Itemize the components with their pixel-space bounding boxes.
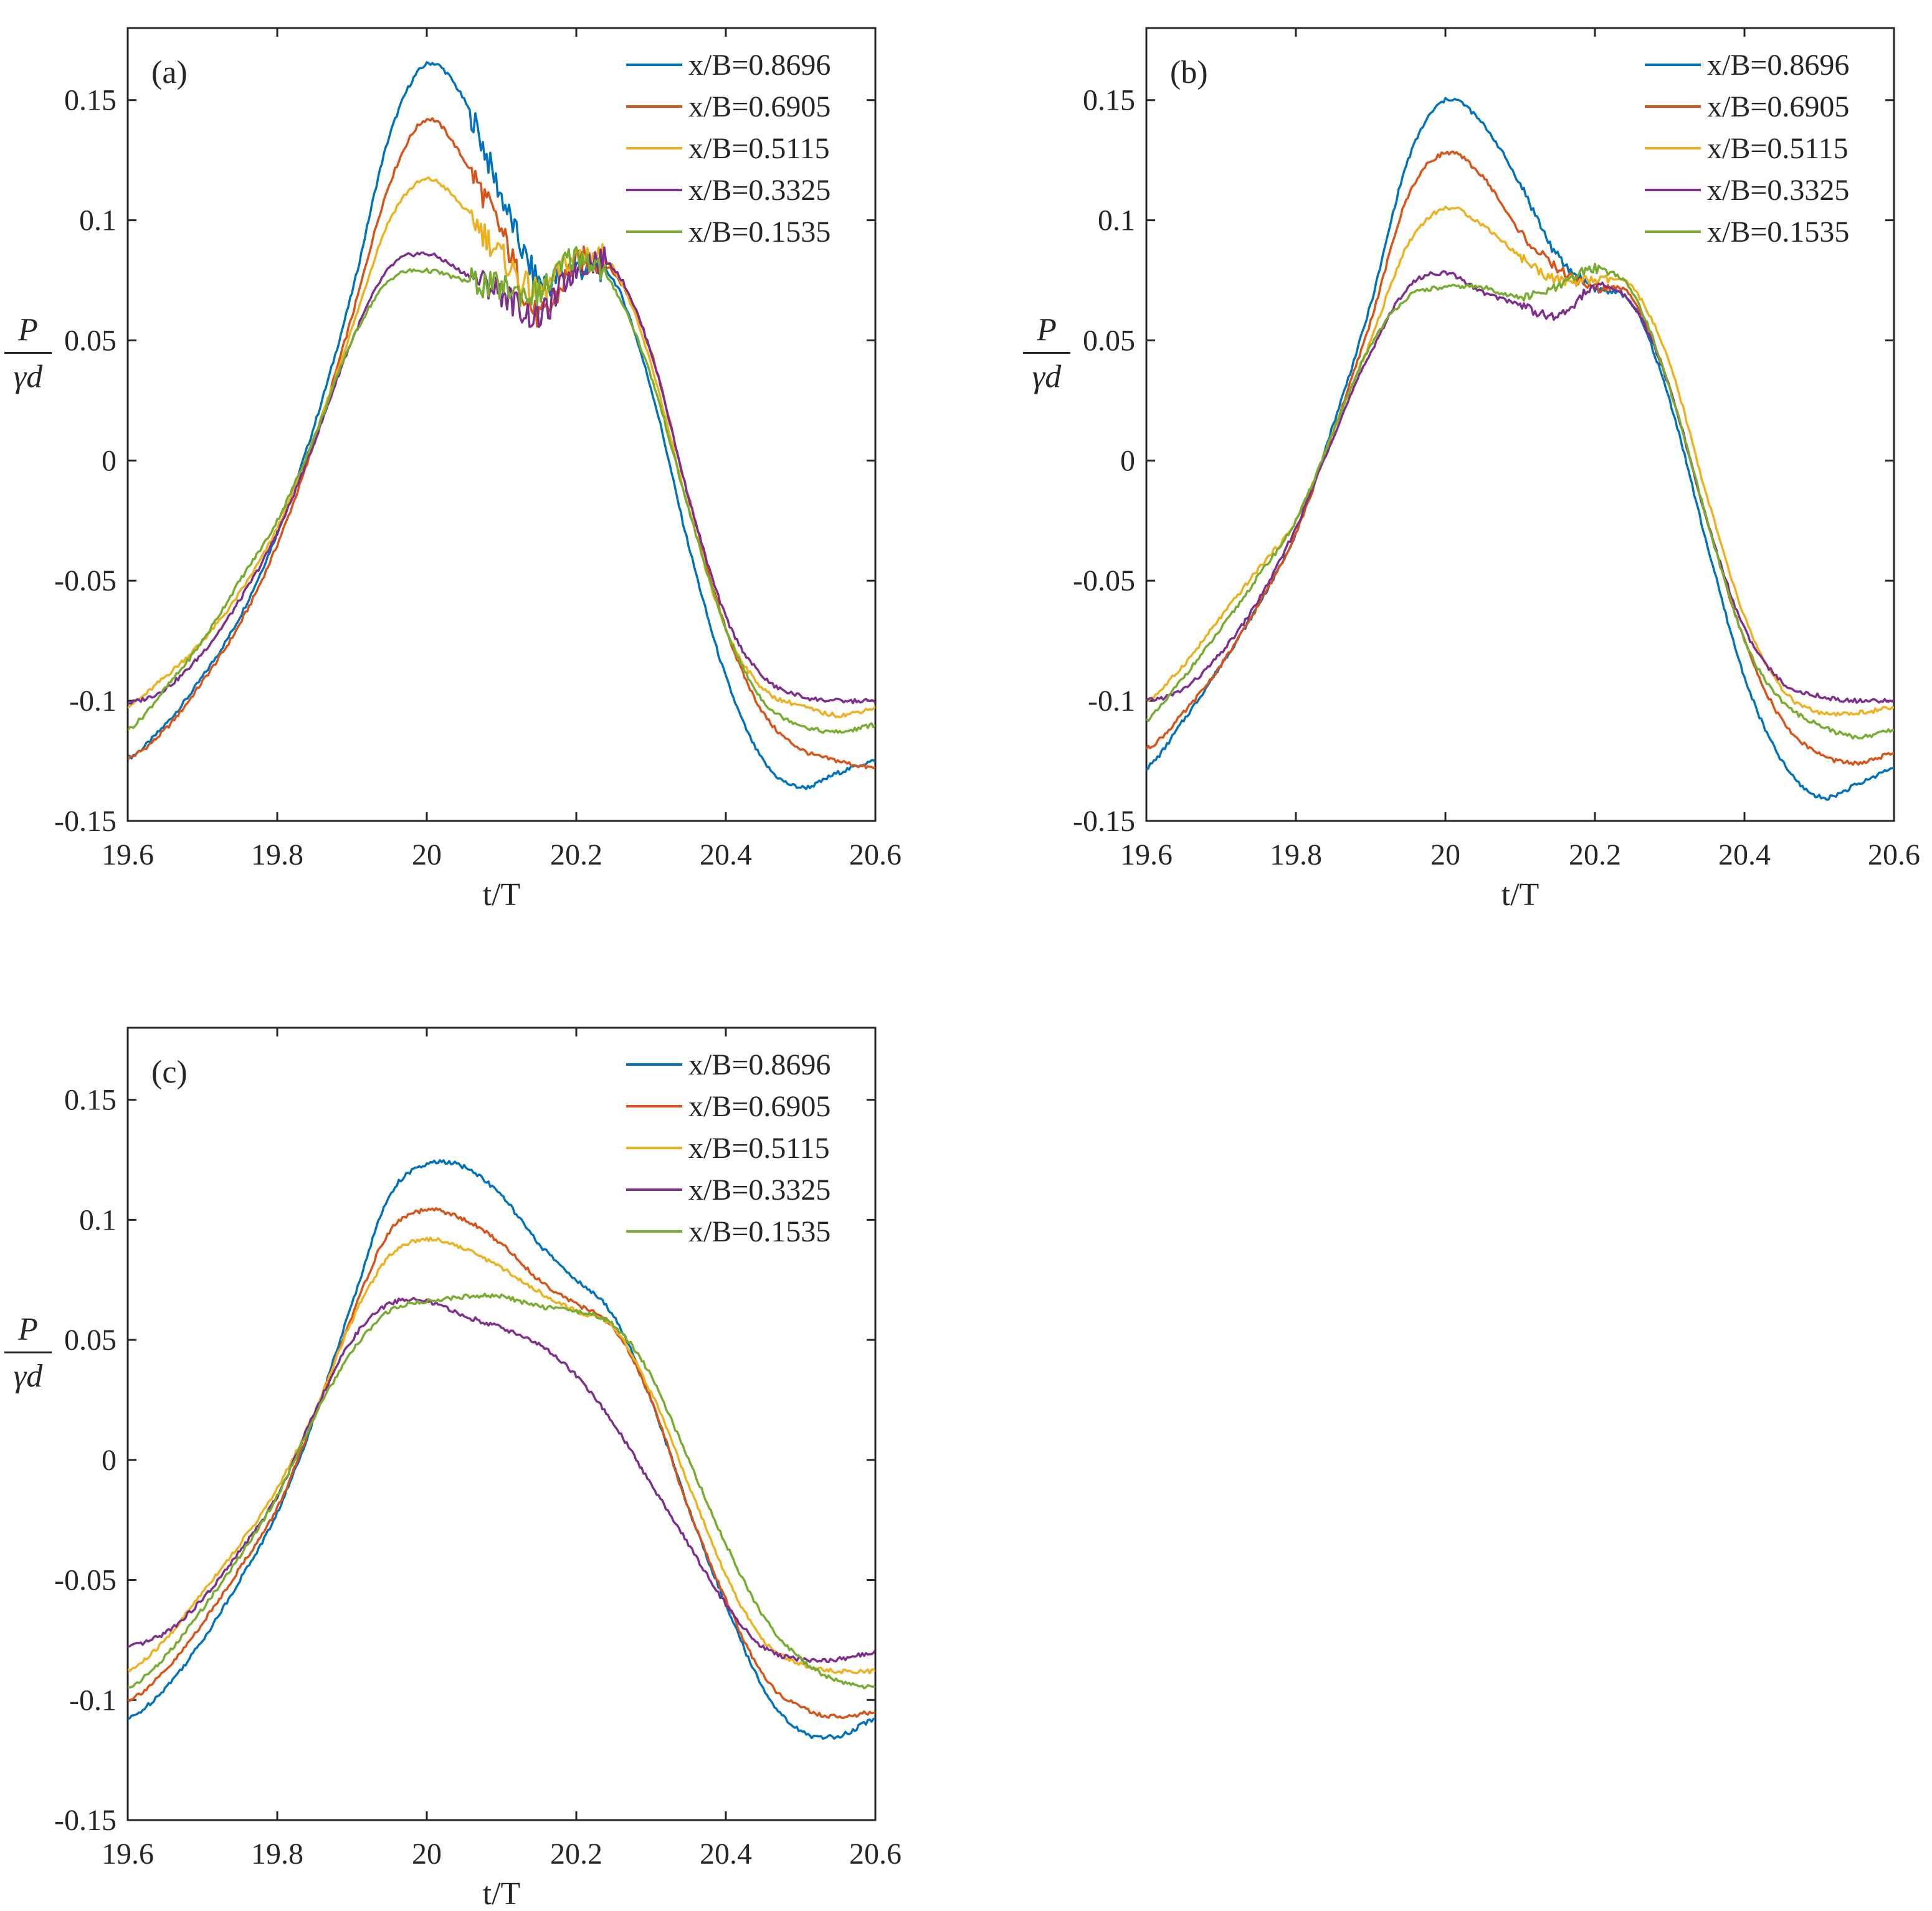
y-tick-label: -0.15 xyxy=(54,1804,117,1837)
y-tick-label: 0.15 xyxy=(1083,84,1135,117)
series-line-4 xyxy=(128,1296,875,1664)
x-tick-label: 19.6 xyxy=(102,1838,154,1871)
panel-label: (b) xyxy=(1170,55,1208,90)
chart-panel-b: 19.6 19.8 20 20.2 20.4 20.6 -0.15 -0.1 -0.05 0 0.0… xyxy=(1023,27,1920,913)
x-tick-label: 19.8 xyxy=(1270,838,1322,871)
x-tick-label: 19.6 xyxy=(1120,838,1173,871)
legend-entry: x/B=0.6905 xyxy=(688,90,830,123)
legend-entry: x/B=0.3325 xyxy=(688,1174,830,1207)
x-axis-label: t/T xyxy=(1501,877,1539,913)
x-tick-label: 20.2 xyxy=(550,838,602,871)
series-line-5 xyxy=(1146,262,1894,740)
legend-entry: x/B=0.1535 xyxy=(1707,216,1849,249)
y-tick-label: 0.15 xyxy=(64,1084,117,1117)
legend-entry: x/B=0.5115 xyxy=(1707,132,1849,165)
x-tick-label: 20.6 xyxy=(849,838,902,871)
legend-entry: x/B=0.3325 xyxy=(1707,174,1849,207)
y-tick-label: 0 xyxy=(102,444,117,477)
legend-entry: x/B=0.6905 xyxy=(688,1090,830,1123)
legend-entry: x/B=0.8696 xyxy=(688,49,830,82)
y-tick-label: 0.1 xyxy=(79,204,117,237)
x-tick-label: 20 xyxy=(1430,838,1460,871)
x-tick-label: 19.6 xyxy=(102,838,154,871)
x-tick-label: 20.2 xyxy=(1569,838,1621,871)
y-tick-label: 0.05 xyxy=(1083,324,1135,357)
chart-panel-a: 19.6 19.8 20 20.2 20.4 20.6 -0.15 -0.1 -0.05 0 0.0… xyxy=(4,27,902,913)
legend-entry: x/B=0.8696 xyxy=(688,1048,830,1081)
x-tick-label: 20.4 xyxy=(700,1838,752,1871)
x-tick-label: 19.8 xyxy=(251,838,303,871)
legend-entry: x/B=0.5115 xyxy=(688,1132,830,1165)
legend-entry: x/B=0.6905 xyxy=(1707,90,1849,123)
y-tick-label: -0.15 xyxy=(54,805,117,838)
legend-entry: x/B=0.1535 xyxy=(688,1215,830,1248)
y-axis-label-numerator: P xyxy=(1036,312,1057,348)
series-line-2 xyxy=(128,1207,875,1719)
x-tick-label: 20.6 xyxy=(1868,838,1920,871)
series-line-2 xyxy=(128,117,875,769)
y-axis-label-denominator: γd xyxy=(14,1359,43,1394)
x-tick-label: 20 xyxy=(412,838,442,871)
series-line-2 xyxy=(1146,150,1894,766)
y-axis-label-numerator: P xyxy=(17,312,38,348)
y-tick-label: -0.15 xyxy=(1073,805,1135,838)
y-tick-label: -0.05 xyxy=(54,564,117,597)
plot-area xyxy=(1145,27,1895,822)
y-axis-label-denominator: γd xyxy=(14,359,43,394)
legend-entry: x/B=0.8696 xyxy=(1707,49,1849,82)
y-tick-label: 0.1 xyxy=(1098,204,1135,237)
series-line-4 xyxy=(1146,270,1894,704)
legend-entry: x/B=0.3325 xyxy=(688,174,830,207)
x-tick-label: 20.2 xyxy=(550,1838,602,1871)
x-tick-label: 19.8 xyxy=(251,1838,303,1871)
y-tick-label: 0.15 xyxy=(64,84,117,117)
plot-area xyxy=(126,27,877,822)
series-line-4 xyxy=(128,246,875,706)
x-tick-label: 20.4 xyxy=(1718,838,1771,871)
plot-area xyxy=(126,1027,877,1821)
y-tick-label: 0.05 xyxy=(64,1324,117,1357)
panel-label: (c) xyxy=(151,1055,188,1090)
series-line-1 xyxy=(128,1159,875,1740)
y-tick-label: 0 xyxy=(102,1444,117,1477)
x-axis-label: t/T xyxy=(483,1876,521,1911)
series-line-5 xyxy=(128,246,875,734)
series-line-5 xyxy=(128,1292,875,1690)
y-tick-label: -0.1 xyxy=(69,685,117,718)
panel-label: (a) xyxy=(151,55,188,90)
series-line-3 xyxy=(128,176,875,719)
x-tick-label: 20.6 xyxy=(849,1838,902,1871)
x-tick-label: 20 xyxy=(412,1838,442,1871)
series-line-1 xyxy=(128,61,875,790)
x-tick-label: 20.4 xyxy=(700,838,752,871)
y-tick-label: -0.05 xyxy=(1073,564,1135,597)
x-axis-label: t/T xyxy=(483,877,521,913)
y-tick-label: -0.1 xyxy=(1088,685,1135,718)
y-tick-label: -0.05 xyxy=(54,1564,117,1597)
y-tick-label: -0.1 xyxy=(69,1684,117,1717)
series-line-3 xyxy=(128,1236,875,1675)
y-axis-label-numerator: P xyxy=(17,1312,38,1347)
y-tick-label: 0.05 xyxy=(64,324,117,357)
y-axis-label-denominator: γd xyxy=(1032,359,1062,394)
legend-entry: x/B=0.1535 xyxy=(688,216,830,249)
y-tick-label: 0 xyxy=(1120,444,1135,477)
legend-entry: x/B=0.5115 xyxy=(688,132,830,165)
chart-panel-c: 19.6 19.8 20 20.2 20.4 20.6 -0.15 -0.1 -0.05 0 0.0… xyxy=(4,1027,902,1911)
y-tick-label: 0.1 xyxy=(79,1203,117,1236)
